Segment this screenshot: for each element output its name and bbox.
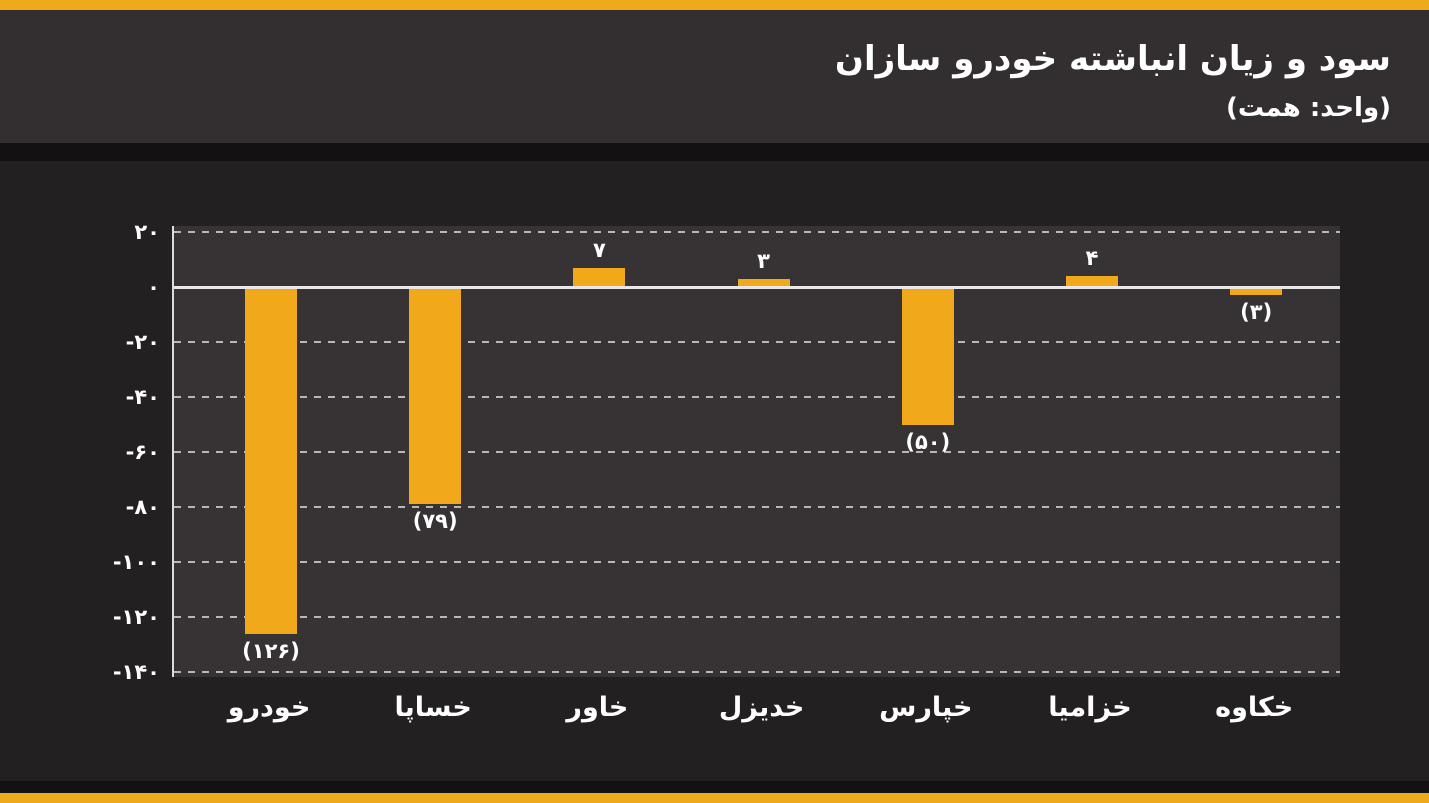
bar-value-label-0: (۱۲۶): [242, 638, 300, 663]
bar-4: [901, 287, 954, 425]
category-label-4: خپارس: [879, 692, 973, 723]
gridline--140: [174, 671, 1340, 673]
bottom-accent-strip: [0, 793, 1429, 803]
footer-divider: [0, 781, 1429, 793]
gridline--40: [174, 396, 1340, 398]
category-label-3: خدیزل: [718, 692, 805, 723]
gridline--80: [174, 506, 1340, 508]
y-tick-label-20: ۲۰: [134, 220, 160, 244]
bar-6: [1230, 287, 1283, 296]
gridline--20: [174, 341, 1340, 343]
gridline--60: [174, 451, 1340, 453]
bar-3: [737, 278, 790, 287]
y-tick-label--60: -۶۰: [125, 440, 160, 464]
category-label-1: خساپا: [394, 692, 472, 723]
gridline--100: [174, 561, 1340, 563]
bar-5: [1066, 276, 1118, 287]
y-tick-label--80: -۸۰: [125, 495, 160, 519]
bar-value-label-5: ۴: [1085, 246, 1099, 270]
gridline--120: [174, 616, 1340, 618]
bar-value-label-1: (۷۹): [412, 509, 458, 534]
chart-unit-subtitle: (واحد: همت): [1225, 93, 1391, 124]
y-tick-label--100: -۱۰۰: [112, 550, 160, 574]
bar-0: [245, 287, 297, 634]
y-tick-label--120: -۱۲۰: [112, 605, 160, 629]
category-label-6: خکاوه: [1215, 692, 1294, 723]
bar-value-label-4: (۵۰): [905, 429, 951, 454]
bar-value-label-6: (۳): [1240, 300, 1273, 325]
category-label-2: خاور: [566, 692, 629, 723]
y-tick-label--40: -۴۰: [125, 385, 160, 409]
category-label-0: خودرو: [227, 692, 311, 723]
y-tick-label-0: ۰: [147, 275, 160, 299]
bar-value-label-2: ۷: [592, 237, 606, 262]
y-tick-label--20: -۲۰: [125, 330, 160, 354]
y-tick-label--140: -۱۴۰: [112, 660, 160, 684]
header-divider: [0, 143, 1429, 161]
zero-gridline: [174, 285, 1340, 289]
plot-area: (۱۲۶) (۷۹) ۷ ۳ (۵۰) ۴ (۳): [172, 226, 1340, 677]
bar-2: [573, 267, 626, 287]
chart-header: سود و زیان انباشته خودرو سازان (واحد: هم…: [0, 10, 1429, 143]
gridline-20: [174, 231, 1340, 233]
bar-value-label-3: ۳: [757, 248, 770, 273]
bar-1: [409, 287, 462, 505]
chart-title: سود و زیان انباشته خودرو سازان: [834, 39, 1391, 79]
category-label-5: خزامیا: [1048, 692, 1132, 723]
top-accent-strip: [0, 0, 1429, 10]
